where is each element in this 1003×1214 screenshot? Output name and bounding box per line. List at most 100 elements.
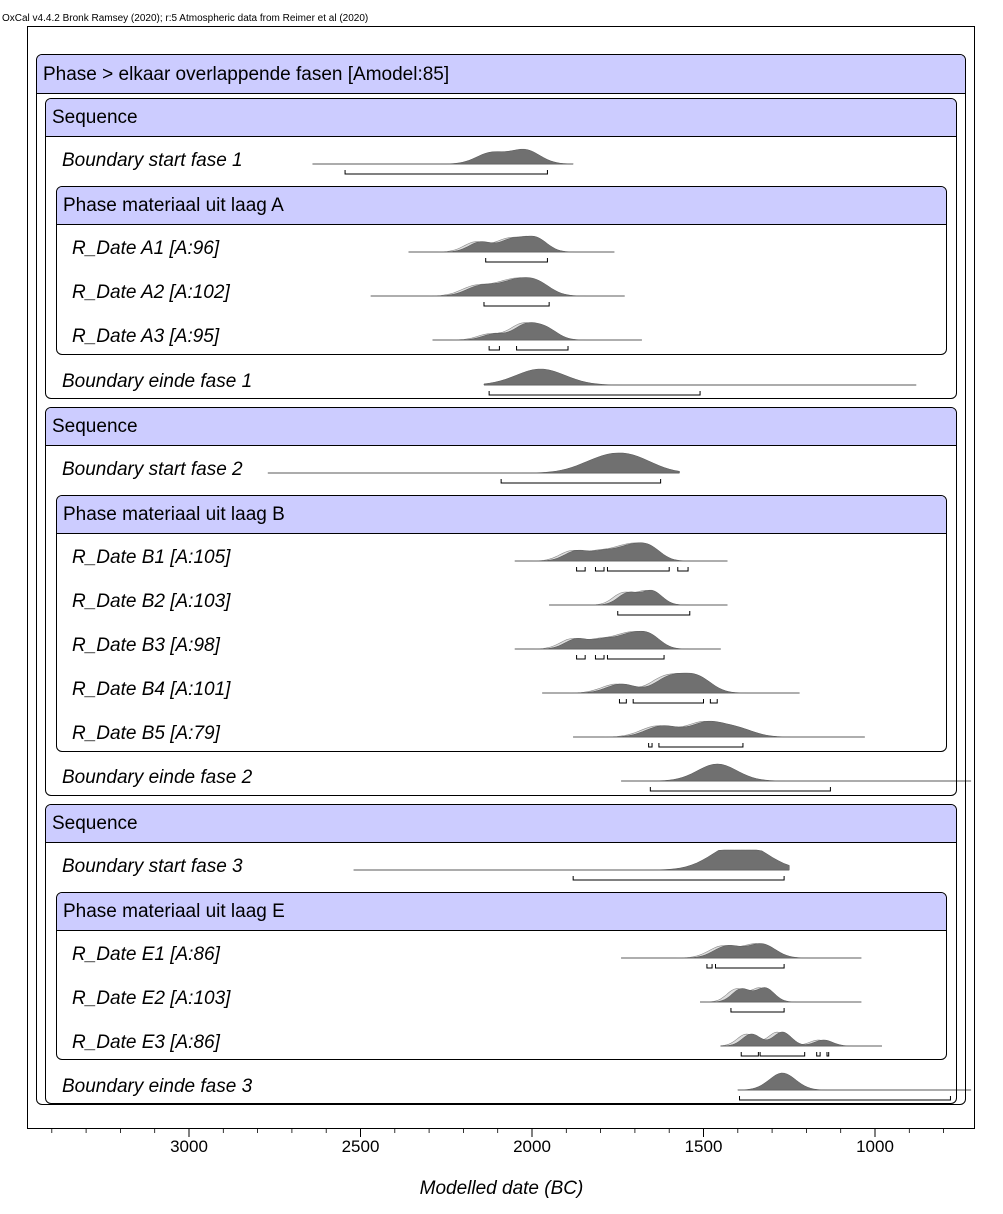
- sequence-2-end-boundary-plot: [621, 763, 972, 792]
- sequence-2-end-boundary-posterior: [621, 763, 972, 782]
- sequence-2-start-boundary-hpd-range-0: [500, 479, 662, 484]
- sequence-2-date-1-hpd-range-1: [594, 567, 605, 572]
- sequence-3-date-2-label: R_Date E2 [A:103]: [72, 988, 231, 1009]
- sequence-3-date-2-hpd-range-0: [730, 1008, 785, 1013]
- sequence-2-date-5-label: R_Date B5 [A:79]: [72, 723, 220, 744]
- x-tick-label-1500: 1500: [684, 1137, 723, 1156]
- sequence-1-date-2-plot: [370, 277, 625, 307]
- sequence-1-box: [45, 98, 957, 399]
- sequence-3-date-3-label: R_Date E3 [A:86]: [72, 1032, 220, 1053]
- sequence-3-date-3-posterior: [720, 1031, 882, 1047]
- sequence-2-date-4-hpd-range-1: [632, 699, 704, 704]
- sequence-1-date-1-label: R_Date A1 [A:96]: [72, 238, 220, 259]
- sequence-2-phase-box: [56, 495, 947, 752]
- sequence-2-date-1-label: R_Date B1 [A:105]: [72, 547, 231, 568]
- sequence-2-end-boundary-label: Boundary einde fase 2: [62, 767, 253, 788]
- sequence-1-end-boundary-label: Boundary einde fase 1: [62, 371, 253, 392]
- sequence-3-phase-box: [56, 892, 947, 1060]
- sequence-1-date-2-hpd-range-0: [483, 302, 550, 307]
- sequence-3-date-3-hpd-range-1: [759, 1052, 806, 1057]
- sequence-3-date-2-plot: [700, 987, 862, 1013]
- sequence-2-date-5-hpd-range-0: [648, 743, 653, 748]
- sequence-2-date-5-posterior: [573, 720, 865, 738]
- sequence-3-end-boundary-plot: [737, 1072, 972, 1101]
- sequence-2-date-3-plot: [514, 630, 721, 660]
- sequence-2-date-5-hpd-range-1: [658, 743, 744, 748]
- sequence-1-start-boundary-hpd-range-0: [344, 170, 548, 175]
- sequence-1-date-2-posterior: [370, 277, 625, 297]
- sequence-3-start-boundary-label: Boundary start fase 3: [62, 856, 243, 877]
- x-tick-label-1000: 1000: [856, 1137, 894, 1156]
- software-credit: OxCal v4.4.2 Bronk Ramsey (2020); r:5 At…: [2, 13, 369, 24]
- sequence-3-box: [45, 804, 957, 1104]
- sequence-3-date-1-label: R_Date E1 [A:86]: [72, 944, 220, 965]
- sequence-2-date-1-hpd-range-3: [677, 567, 689, 572]
- sequence-1-start-boundary-plot: [312, 148, 574, 175]
- sequence-3-start-boundary-posterior: [353, 849, 790, 871]
- sequence-1-start-boundary-posterior: [312, 148, 574, 165]
- x-tick-label-3000: 3000: [170, 1137, 208, 1156]
- sequence-2-date-5-plot: [573, 720, 865, 748]
- sequence-1-end-boundary-plot: [483, 368, 917, 396]
- sequence-2-date-4-plot: [542, 672, 800, 704]
- sequence-3-start-boundary-hpd-range-0: [572, 876, 785, 881]
- sequence-1-end-boundary-posterior: [483, 368, 917, 386]
- sequence-1-date-3-label: R_Date A3 [A:95]: [72, 326, 220, 347]
- sequence-2-date-4-hpd-range-2: [709, 699, 718, 704]
- root-phase-header: Phase > elkaar overlappende fasen [Amode…: [37, 55, 965, 94]
- sequence-1-date-3-posterior: [432, 322, 642, 341]
- sequence-1-date-3-hpd-range-1: [516, 346, 569, 351]
- sequence-3-date-1-hpd-range-0: [706, 964, 713, 969]
- sequence-2-date-4-label: R_Date B4 [A:101]: [72, 679, 231, 700]
- sequence-2-date-4-posterior: [542, 672, 800, 694]
- sequence-3-header: Sequence: [46, 805, 956, 843]
- sequence-2-date-3-hpd-range-0: [576, 655, 586, 660]
- sequence-1-date-3-hpd-range-0: [488, 346, 500, 351]
- sequence-3-date-1-hpd-range-1: [715, 964, 785, 969]
- sequence-1-date-2-label: R_Date A2 [A:102]: [72, 282, 230, 303]
- sequence-2-date-2-hpd-range-0: [617, 611, 691, 616]
- sequence-2-date-3-hpd-range-2: [606, 655, 665, 660]
- sequence-3-date-2-posterior: [700, 987, 862, 1003]
- sequence-2-start-boundary-label: Boundary start fase 2: [62, 459, 243, 480]
- sequence-1-start-boundary-label: Boundary start fase 1: [62, 150, 243, 171]
- sequence-2-date-1-plot: [514, 542, 728, 572]
- sequence-2-header: Sequence: [46, 408, 956, 446]
- sequence-1-date-1-hpd-range-0: [485, 258, 548, 263]
- sequence-3-date-1-posterior: [621, 943, 862, 959]
- sequence-2-date-2-plot: [549, 589, 728, 616]
- sequence-2-date-3-label: R_Date B3 [A:98]: [72, 635, 220, 656]
- sequence-2-date-1-hpd-range-2: [606, 567, 670, 572]
- sequence-3-end-boundary-label: Boundary einde fase 3: [62, 1076, 253, 1097]
- sequence-2-date-3-posterior: [514, 630, 721, 650]
- sequence-2-date-1-posterior: [514, 542, 728, 562]
- sequence-1-date-1-plot: [408, 235, 615, 263]
- sequence-2-phase-header: Phase materiaal uit laag B: [57, 496, 946, 534]
- x-tick-label-2000: 2000: [513, 1137, 551, 1156]
- sequence-1-date-3-plot: [432, 322, 642, 351]
- sequence-2-date-2-posterior: [549, 589, 728, 606]
- sequence-3-end-boundary-posterior: [737, 1072, 972, 1091]
- sequence-3-date-3-hpd-range-0: [740, 1052, 759, 1057]
- plot-frame: [27, 26, 975, 1129]
- sequence-2-date-3-hpd-range-1: [594, 655, 605, 660]
- x-tick-label-2500: 2500: [341, 1137, 380, 1156]
- sequence-3-phase-header: Phase materiaal uit laag E: [57, 893, 946, 931]
- sequence-1-header: Sequence: [46, 99, 956, 137]
- sequence-2-start-boundary-posterior: [267, 452, 680, 474]
- sequence-2-end-boundary-hpd-range-0: [649, 787, 831, 792]
- sequence-1-date-1-posterior: [408, 235, 615, 253]
- root-phase-box: [36, 54, 966, 1105]
- sequence-1-end-boundary-hpd-range-0: [488, 391, 701, 396]
- sequence-3-date-3-plot: [720, 1031, 882, 1057]
- sequence-3-date-3-hpd-range-3: [826, 1052, 830, 1057]
- sequence-2-box: [45, 407, 957, 796]
- sequence-2-date-4-hpd-range-0: [618, 699, 627, 704]
- sequence-1-phase-header: Phase materiaal uit laag A: [57, 187, 946, 225]
- sequence-3-end-boundary-hpd-range-0: [739, 1096, 951, 1101]
- sequence-3-start-boundary-plot: [353, 849, 790, 881]
- sequence-1-phase-box: [56, 186, 947, 355]
- sequence-2-start-boundary-plot: [267, 452, 680, 484]
- sequence-2-date-2-label: R_Date B2 [A:103]: [72, 591, 231, 612]
